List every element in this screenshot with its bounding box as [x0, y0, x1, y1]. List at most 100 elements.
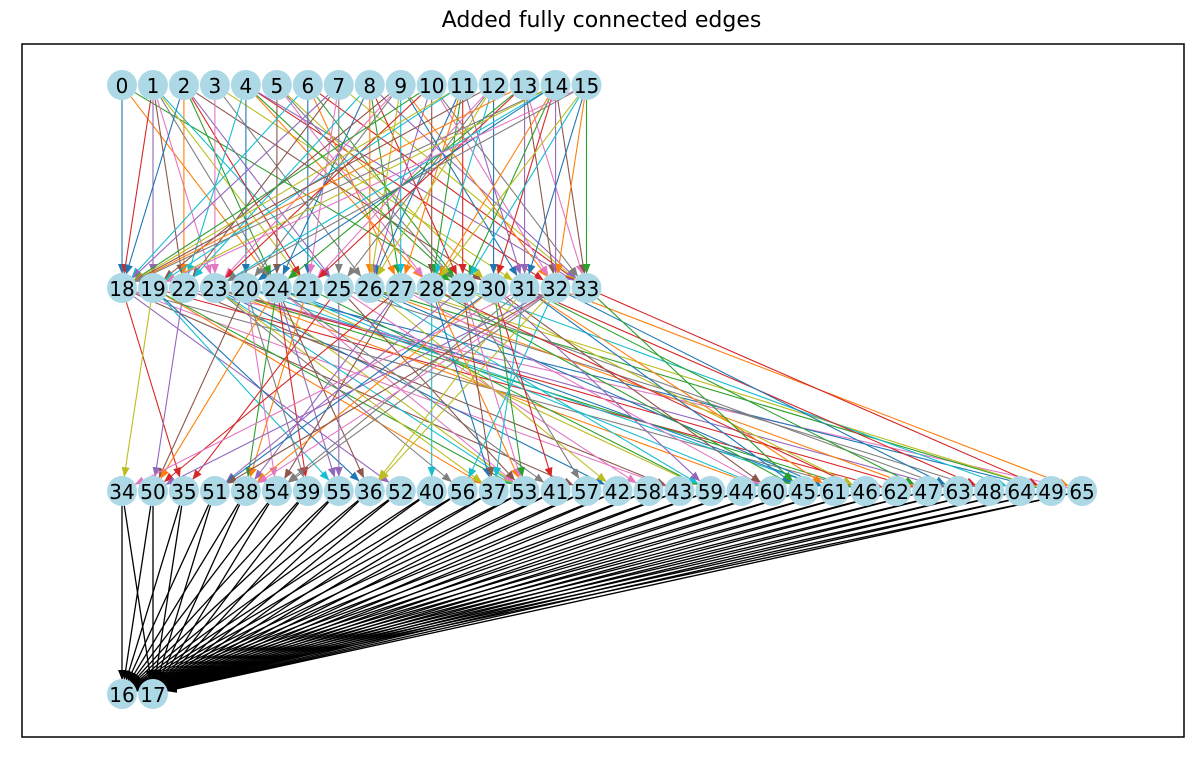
node-45: 45: [788, 476, 819, 506]
node-circle: [1036, 476, 1067, 506]
edge-14-19: [165, 91, 543, 282]
node-label: 26: [357, 277, 382, 301]
edge-13-32: [526, 99, 556, 275]
node-circle: [261, 273, 292, 303]
edge-62-16: [135, 494, 882, 692]
node-label: 53: [512, 480, 537, 504]
node-label: 40: [419, 480, 444, 504]
edge-64-16: [135, 493, 1006, 693]
node-27: 27: [385, 273, 416, 303]
node-13: 13: [509, 70, 540, 100]
node-circle: [292, 70, 323, 100]
node-circle: [230, 70, 261, 100]
node-label: 27: [388, 277, 413, 301]
node-26: 26: [354, 273, 385, 303]
node-30: 30: [478, 273, 509, 303]
node-41: 41: [540, 476, 571, 506]
node-circle: [695, 476, 726, 506]
node-label: 22: [171, 277, 196, 301]
node-circle: [323, 476, 354, 506]
node-label: 25: [326, 277, 351, 301]
edge-24-61: [290, 292, 822, 487]
node-circle: [385, 70, 416, 100]
node-57: 57: [571, 476, 602, 506]
node-label: 24: [264, 277, 289, 301]
edge-45-16: [135, 494, 790, 691]
node-circle: [416, 476, 447, 506]
node-35: 35: [168, 476, 199, 506]
edge-32-36: [379, 298, 546, 481]
node-54: 54: [261, 476, 292, 506]
edge-43-16: [135, 495, 666, 690]
node-7: 7: [323, 70, 354, 100]
node-label: 31: [512, 277, 537, 301]
node-circle: [137, 476, 168, 506]
node-label: 61: [822, 480, 847, 504]
node-label: 19: [140, 277, 165, 301]
node-50: 50: [137, 476, 168, 506]
edge-41-16: [134, 496, 543, 689]
edge-60-16: [135, 494, 759, 691]
node-34: 34: [107, 476, 137, 506]
node-label: 56: [450, 480, 475, 504]
node-label: 45: [791, 480, 816, 504]
node-49: 49: [1036, 476, 1067, 506]
edge-26-49: [383, 291, 1038, 488]
node-circle: [1067, 476, 1098, 506]
edge-33-45: [597, 297, 794, 482]
edge-15-23: [227, 91, 574, 282]
node-31: 31: [509, 273, 540, 303]
node-42: 42: [602, 476, 633, 506]
edge-29-64: [476, 292, 1007, 487]
node-47: 47: [912, 476, 943, 506]
node-58: 58: [633, 476, 664, 506]
edge-18-35: [125, 302, 181, 478]
node-circle: [230, 273, 261, 303]
node-circle: [137, 273, 168, 303]
node-51: 51: [199, 476, 230, 506]
node-label: 30: [481, 277, 506, 301]
edge-44-16: [135, 495, 728, 691]
edge-31-61: [536, 295, 823, 484]
edge-19-34: [121, 302, 152, 478]
node-label: 59: [698, 480, 723, 504]
node-25: 25: [323, 273, 354, 303]
node-label: 64: [1007, 480, 1032, 504]
chart-title: Added fully connected edges: [441, 8, 762, 33]
edge-39-16: [131, 501, 299, 684]
node-label: 15: [574, 74, 599, 98]
edge-48-16: [135, 493, 975, 693]
node-circle: [261, 476, 292, 506]
node-17: 17: [137, 679, 168, 709]
edge-15-19: [165, 90, 574, 283]
edge-37-16: [134, 497, 481, 688]
node-label: 63: [945, 480, 970, 504]
node-29: 29: [447, 273, 478, 303]
node-circle: [633, 476, 664, 506]
edge-15-28: [440, 96, 578, 277]
edge-layer: [118, 90, 1070, 693]
node-label: 60: [760, 480, 785, 504]
node-circle: [540, 70, 571, 100]
edge-15-29: [469, 97, 580, 277]
node-label: 47: [914, 480, 939, 504]
node-label: 1: [147, 74, 160, 98]
node-label: 58: [636, 480, 661, 504]
node-14: 14: [540, 70, 571, 100]
edge-54-16: [130, 502, 269, 683]
edge-55-16: [132, 500, 329, 685]
edge-10-18: [133, 92, 420, 281]
node-5: 5: [261, 70, 292, 100]
node-circle: [168, 476, 199, 506]
node-circle: [447, 273, 478, 303]
node-label: 50: [140, 480, 165, 504]
node-label: 32: [543, 277, 568, 301]
node-label: 46: [853, 480, 878, 504]
node-circle: [323, 273, 354, 303]
node-circle: [509, 70, 540, 100]
node-16: 16: [107, 679, 137, 709]
edge-12-28: [434, 99, 490, 275]
node-label: 54: [264, 480, 289, 504]
edge-28-46: [445, 293, 853, 486]
edge-1-22: [154, 99, 185, 275]
